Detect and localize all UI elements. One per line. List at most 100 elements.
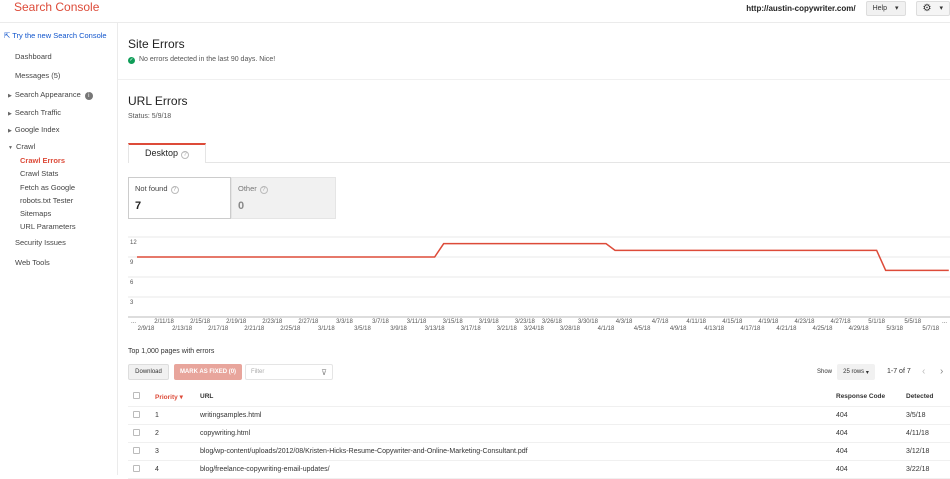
rows-select[interactable]: 25 rows ▾ xyxy=(837,364,875,380)
select-all-checkbox[interactable] xyxy=(133,392,140,400)
x-tick-label: 4/5/18 xyxy=(634,326,651,332)
row-response-code: 404 xyxy=(836,460,906,479)
pagination-text: 1-7 of 7 xyxy=(887,368,911,375)
gear-icon: ⚙ xyxy=(922,2,932,14)
row-response-code: 404 xyxy=(836,424,906,443)
prev-page-icon[interactable]: ‹ xyxy=(922,366,926,377)
sidebar-item-crawl-stats[interactable]: Crawl Stats xyxy=(20,169,59,178)
tab-desktop[interactable]: Desktop? xyxy=(128,143,206,163)
card-not-found[interactable]: Not found? 7 xyxy=(128,177,231,219)
table-header-row: Priority ▾ URL Response Code Detected xyxy=(128,388,950,407)
x-tick-label: 3/1/18 xyxy=(318,326,335,332)
table-row[interactable]: 2 copywriting.html 404 4/11/18 xyxy=(128,424,950,443)
x-tick-label: 2/9/18 xyxy=(138,326,155,332)
sidebar-item-search-traffic[interactable]: ▶ Search Traffic xyxy=(8,108,61,117)
priority-header[interactable]: Priority ▾ xyxy=(155,388,200,407)
row-priority: 2 xyxy=(155,424,200,443)
y-tick-label: 9 xyxy=(130,260,134,266)
table-row[interactable]: 4 blog/freelance-copywriting-email-updat… xyxy=(128,460,950,479)
sidebar-item-search-appearance[interactable]: ▶ Search Appearance i xyxy=(8,90,93,100)
filter-input[interactable]: Filter ⊽ xyxy=(245,364,333,380)
x-tick-label: 4/29/18 xyxy=(849,326,870,332)
detected-header[interactable]: Detected xyxy=(906,388,950,407)
info-icon[interactable]: i xyxy=(84,92,93,100)
label: Google Index xyxy=(14,125,60,134)
sidebar-item-web-tools[interactable]: Web Tools xyxy=(15,258,50,267)
x-tick-label: 2/27/18 xyxy=(298,319,319,325)
sidebar-item-security-issues[interactable]: Security Issues xyxy=(15,238,66,247)
top-right-controls: http://austin-copywriter.com/ Help ▾ ⚙ ▾ xyxy=(746,0,950,16)
sidebar-item-robots-tester[interactable]: robots.txt Tester xyxy=(20,196,74,205)
help-icon[interactable]: ? xyxy=(259,186,268,194)
sidebar-item-crawl[interactable]: ▼ Crawl xyxy=(8,142,35,151)
card-other[interactable]: Other? 0 xyxy=(231,177,336,219)
label: Search Traffic xyxy=(14,108,61,117)
settings-button[interactable]: ⚙ ▾ xyxy=(915,0,950,16)
row-url[interactable]: blog/freelance-copywriting-email-updates… xyxy=(200,460,836,479)
x-tick-label: 4/3/18 xyxy=(616,319,633,325)
x-tick-label: 4/27/18 xyxy=(831,319,852,325)
x-tick-ellipsis: ... xyxy=(942,319,947,325)
sidebar-item-crawl-errors[interactable]: Crawl Errors xyxy=(20,156,66,165)
new-console-label: Try the new Search Console xyxy=(12,31,107,40)
download-button[interactable]: Download xyxy=(128,364,169,380)
x-tick-label: 2/17/18 xyxy=(208,326,229,332)
row-checkbox[interactable] xyxy=(133,464,140,472)
row-detected: 3/5/18 xyxy=(906,406,950,425)
x-tick-label: 3/28/18 xyxy=(560,326,581,332)
x-tick-label: 5/5/18 xyxy=(904,319,921,325)
sidebar-item-dashboard[interactable]: Dashboard xyxy=(15,52,52,61)
x-tick-label: 4/9/18 xyxy=(670,326,687,332)
x-tick-label: 3/15/18 xyxy=(443,319,464,325)
x-tick-label: 4/11/18 xyxy=(686,319,706,325)
row-checkbox[interactable] xyxy=(133,446,140,454)
sidebar-item-messages[interactable]: Messages (5) xyxy=(15,71,61,80)
x-tick-label: 4/21/18 xyxy=(776,326,797,332)
card-value: 7 xyxy=(135,200,142,212)
row-response-code: 404 xyxy=(836,442,906,461)
x-tick-label: 2/19/18 xyxy=(226,319,247,325)
site-selector[interactable]: http://austin-copywriter.com/ xyxy=(746,3,856,13)
x-tick-label: 4/13/18 xyxy=(704,326,725,332)
help-button[interactable]: Help ▾ xyxy=(865,0,906,16)
table-row[interactable]: 1 writingsamples.html 404 3/5/18 xyxy=(128,406,950,425)
row-url[interactable]: copywriting.html xyxy=(200,424,836,443)
x-tick-label: 4/25/18 xyxy=(812,326,833,332)
x-tick-label: 3/3/18 xyxy=(336,319,353,325)
x-tick-label: 3/13/18 xyxy=(425,326,446,332)
row-checkbox[interactable] xyxy=(133,410,140,418)
url-header[interactable]: URL xyxy=(200,388,836,407)
card-label: Other xyxy=(238,184,257,193)
y-tick-label: 12 xyxy=(130,240,137,246)
sidebar-new-console-link[interactable]: ⇱ Try the new Search Console xyxy=(4,31,107,40)
table-row[interactable]: 3 blog/wp-content/uploads/2012/08/Kriste… xyxy=(128,442,950,461)
row-priority: 3 xyxy=(155,442,200,461)
x-tick-label: 4/17/18 xyxy=(740,326,761,332)
app-logo[interactable]: Search Console xyxy=(14,0,100,14)
mark-as-fixed-button[interactable]: MARK AS FIXED (0) xyxy=(174,364,242,380)
series-line xyxy=(136,242,949,272)
filter-icon[interactable]: ⊽ xyxy=(321,367,327,377)
x-tick-label: 2/11/18 xyxy=(154,319,174,325)
site-errors-message: ✓ No errors detected in the last 90 days.… xyxy=(128,56,275,64)
table-title: Top 1,000 pages with errors xyxy=(128,348,215,355)
row-detected: 3/22/18 xyxy=(906,460,950,479)
sidebar-item-google-index[interactable]: ▶ Google Index xyxy=(8,125,59,134)
x-tick-label: 3/19/18 xyxy=(479,319,500,325)
row-checkbox[interactable] xyxy=(133,428,140,436)
x-tick-label: 3/17/18 xyxy=(461,326,482,332)
sidebar-item-fetch-as-google[interactable]: Fetch as Google xyxy=(20,183,76,192)
x-tick-label: 5/7/18 xyxy=(922,326,939,332)
external-link-icon: ⇱ xyxy=(4,31,13,40)
row-url[interactable]: blog/wp-content/uploads/2012/08/Kristen-… xyxy=(200,442,836,461)
row-url[interactable]: writingsamples.html xyxy=(200,406,836,425)
row-priority: 1 xyxy=(155,406,200,425)
x-tick-label: 2/13/18 xyxy=(172,326,193,332)
next-page-icon[interactable]: › xyxy=(940,366,944,377)
help-label: Help xyxy=(872,4,887,12)
help-icon[interactable]: ? xyxy=(181,151,190,159)
sidebar-item-sitemaps[interactable]: Sitemaps xyxy=(20,209,52,218)
sidebar-item-url-parameters[interactable]: URL Parameters xyxy=(20,222,76,231)
help-icon[interactable]: ? xyxy=(170,186,179,194)
response-code-header[interactable]: Response Code xyxy=(836,388,906,407)
